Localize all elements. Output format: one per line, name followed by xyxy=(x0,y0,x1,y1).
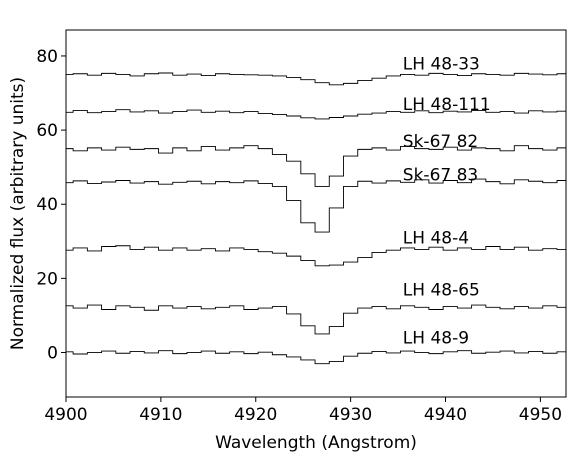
x-tick-label: 4910 xyxy=(139,405,182,425)
x-axis: 4900 4910 4920 4930 4940 4950 xyxy=(44,397,562,425)
x-tick-label: 4900 xyxy=(44,405,87,425)
series-label: LH 48-65 xyxy=(403,280,480,300)
x-tick-label: 4920 xyxy=(234,405,277,425)
series-line xyxy=(66,304,566,335)
series-line xyxy=(66,178,566,233)
series-layer xyxy=(66,72,566,365)
series-line xyxy=(66,145,566,187)
x-tick-label: 4930 xyxy=(329,405,372,425)
x-axis-label: Wavelength (Angstrom) xyxy=(215,433,417,453)
series-line xyxy=(66,245,566,267)
y-axis: 0 20 40 60 80 xyxy=(36,47,66,364)
y-tick-label: 40 xyxy=(36,195,58,215)
series-label-layer: LH 48-33 LH 48-111 Sk-67 82 Sk-67 83 LH 48-4… xyxy=(403,54,491,348)
y-tick-label: 0 xyxy=(47,344,58,364)
plot-frame xyxy=(65,29,567,398)
y-tick-label: 80 xyxy=(36,47,58,67)
series-label: Sk-67 82 xyxy=(403,132,478,152)
series-label: LH 48-111 xyxy=(403,95,491,115)
series-label: LH 48-4 xyxy=(403,229,469,249)
y-tick-label: 20 xyxy=(36,269,58,289)
y-tick-label: 60 xyxy=(36,121,58,141)
series-line xyxy=(66,350,566,365)
series-line xyxy=(66,109,566,120)
series-label: Sk-67 83 xyxy=(403,166,478,186)
y-axis-label: Normalized flux (arbitrary units) xyxy=(8,77,28,350)
series-label: LH 48-33 xyxy=(403,54,480,74)
series-line xyxy=(66,72,566,86)
x-tick-label: 4950 xyxy=(519,405,562,425)
series-label: LH 48-9 xyxy=(403,329,469,349)
x-tick-label: 4940 xyxy=(424,405,467,425)
